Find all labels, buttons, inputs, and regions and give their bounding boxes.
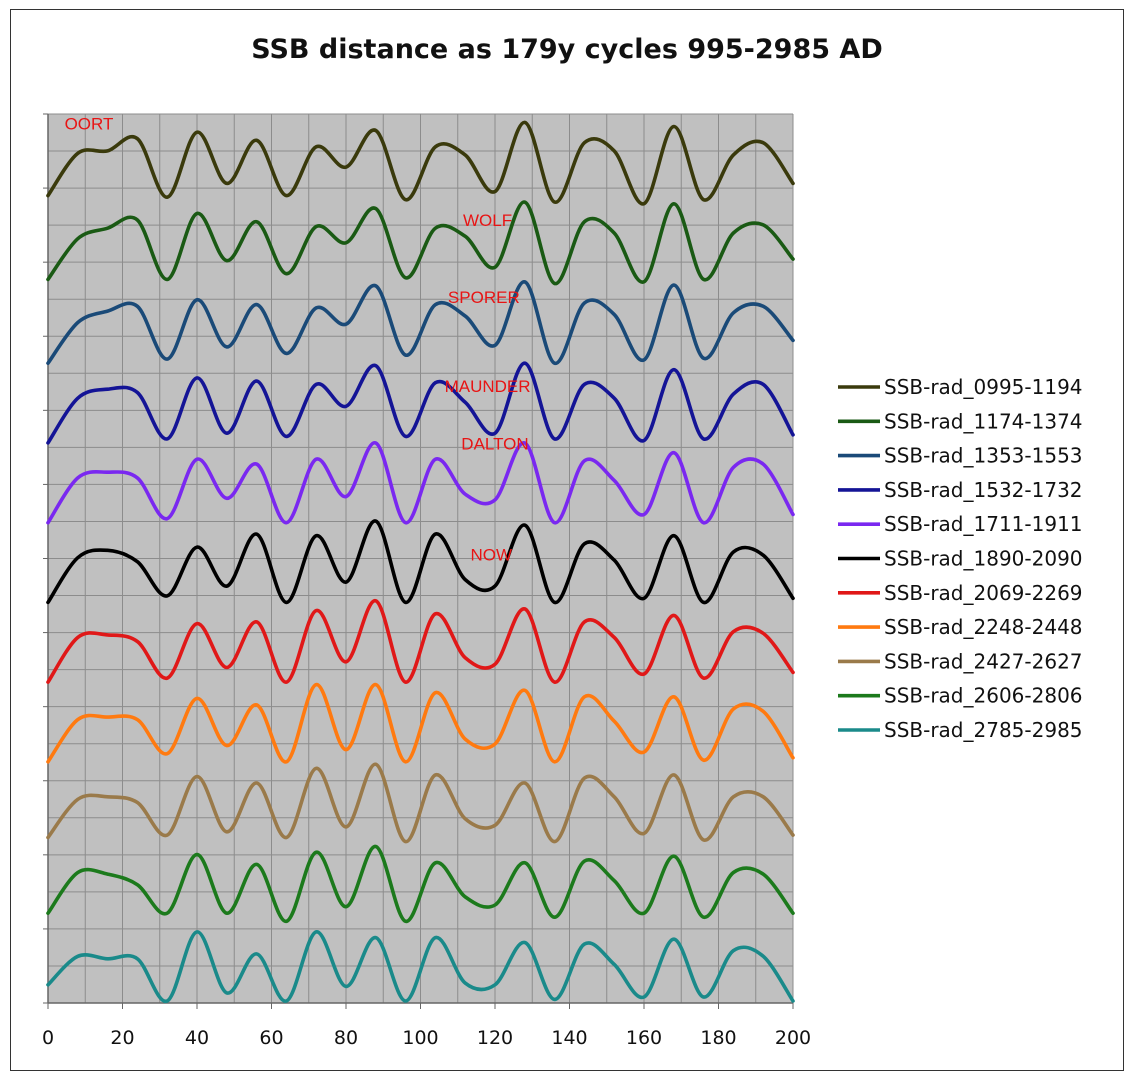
axes: 0 20 40 60 80 100 120 140 160 180 200 (42, 113, 811, 1049)
annotation-label: OORT (65, 115, 114, 134)
series-line (46, 200, 795, 286)
legend-entry: SSB-rad_1353-1553 (884, 444, 1083, 468)
series-line (46, 519, 795, 605)
x-tick-label: 200 (775, 1027, 811, 1049)
x-tick-label: 120 (477, 1027, 513, 1049)
series-line (46, 930, 795, 1003)
legend-entry: SSB-rad_1711-1911 (884, 512, 1083, 536)
x-tick-label: 180 (700, 1027, 736, 1049)
legend: SSB-rad_0995-1194 SSB-rad_1174-1374 SSB-ra… (838, 375, 1083, 742)
annotation-label: NOW (471, 545, 513, 564)
series-line (46, 599, 795, 684)
x-tick-label: 140 (551, 1027, 587, 1049)
legend-entry: SSB-rad_2785-2985 (884, 718, 1083, 742)
x-tick-label: 80 (334, 1027, 358, 1049)
series-line (46, 682, 795, 764)
series-layer (46, 120, 795, 1003)
series-line (46, 361, 795, 445)
legend-entry: SSB-rad_1532-1732 (884, 478, 1083, 502)
legend-entry: SSB-rad_2606-2806 (884, 684, 1083, 708)
series-line (46, 280, 795, 365)
legend-entry: SSB-rad_1174-1374 (884, 409, 1083, 433)
legend-entry: SSB-rad_2069-2269 (884, 581, 1083, 605)
legend-entry: SSB-rad_1890-2090 (884, 547, 1083, 571)
chart-title: SSB distance as 179y cycles 995-2985 AD (251, 34, 883, 65)
legend-entry: SSB-rad_2248-2448 (884, 615, 1083, 639)
x-tick-label: 100 (402, 1027, 438, 1049)
series-line (46, 120, 795, 206)
legend-entry: SSB-rad_0995-1194 (884, 375, 1083, 399)
x-tick-label: 0 (42, 1027, 54, 1049)
x-tick-label: 60 (259, 1027, 283, 1049)
annotation-label: MAUNDER (445, 377, 531, 396)
series-line (46, 441, 795, 525)
annotations: OORT WOLF SPORER MAUNDER DALTON NOW (65, 115, 531, 565)
x-tick-label: 20 (110, 1027, 134, 1049)
annotation-label: DALTON (461, 434, 528, 453)
annotation-label: SPORER (448, 288, 520, 307)
annotation-label: WOLF (463, 211, 512, 230)
x-tick-label: 40 (185, 1027, 209, 1049)
x-tick-label: 160 (626, 1027, 662, 1049)
series-line (46, 762, 795, 844)
series-line (46, 844, 795, 924)
legend-entry: SSB-rad_2427-2627 (884, 649, 1083, 673)
